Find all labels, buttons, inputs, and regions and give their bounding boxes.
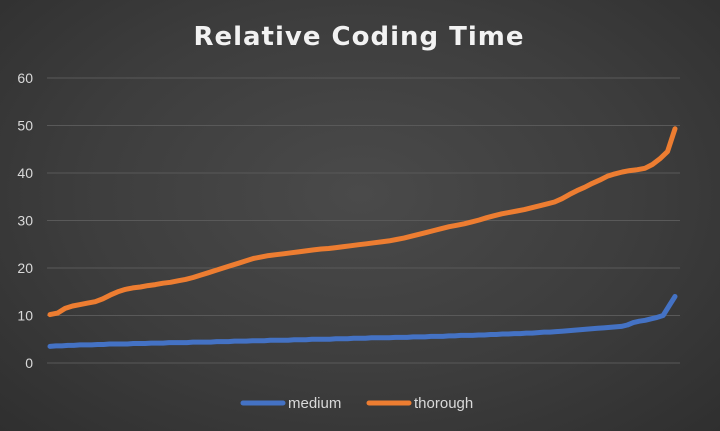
chart-title: Relative Coding Time [193,22,524,52]
series-lines [47,126,678,349]
series-line-medium [47,294,678,349]
y-tick-label: 50 [17,118,33,134]
y-tick-label: 20 [17,260,33,276]
y-tick-label: 30 [17,213,33,229]
y-axis-tick-labels: 0 10 20 30 40 50 60 [17,70,33,371]
y-tick-label: 40 [17,165,33,181]
legend-label: medium [288,395,341,412]
y-tick-label: 10 [17,308,33,324]
legend-label: thorough [414,395,473,412]
legend-item-medium: medium [240,395,341,412]
series-line-thorough [47,126,678,318]
legend-item-thorough: thorough [366,395,473,412]
y-tick-label: 60 [17,70,33,86]
legend: medium thorough [240,395,473,412]
gridlines [47,77,680,364]
y-tick-label: 0 [25,355,33,371]
